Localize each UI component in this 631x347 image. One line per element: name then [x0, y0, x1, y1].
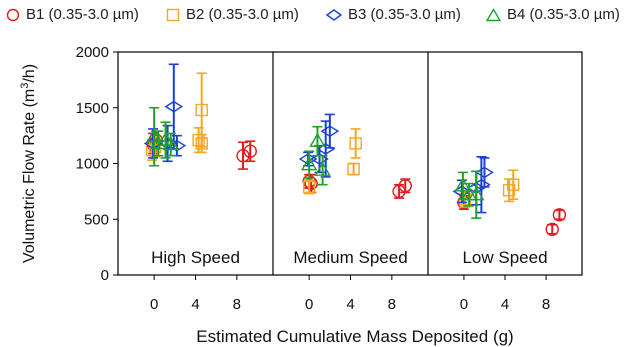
y-tick-label: 2000 [76, 44, 109, 61]
y-tick-label: 0 [101, 267, 109, 284]
data-point-b4 [468, 186, 485, 201]
data-point-b2 [347, 162, 360, 176]
x-tick-label: 4 [346, 296, 354, 313]
data-point-b2 [195, 103, 208, 117]
legend-label-b1: B1 (0.35-3.0 µm) [26, 6, 139, 23]
diamond-marker-icon [326, 8, 342, 21]
legend-item-b3: B3 (0.35-3.0 µm) [326, 6, 461, 23]
x-tick-label: 4 [501, 296, 509, 313]
data-point-b4 [162, 136, 179, 151]
x-tick-label: 0 [305, 296, 313, 313]
data-point-b4 [150, 135, 167, 150]
data-point-b1 [398, 179, 412, 193]
x-axis-label: Estimated Cumulative Mass Deposited (g) [196, 327, 513, 346]
data-point-b1 [243, 144, 257, 158]
x-tick-label: 8 [233, 296, 241, 313]
legend-item-b2: B2 (0.35-3.0 µm) [166, 6, 299, 23]
data-point-b3 [298, 153, 318, 165]
panel-title: High Speed [151, 248, 240, 267]
data-point-b3 [472, 178, 491, 191]
data-point-b2 [349, 137, 362, 150]
triangle-marker-icon [486, 7, 501, 21]
x-tick-label: 8 [542, 296, 550, 313]
data-point-b4 [314, 161, 331, 176]
square-marker-icon [166, 8, 180, 21]
x-tick-label: 8 [388, 296, 396, 313]
circle-marker-icon [6, 8, 20, 21]
panel-title: Low Speed [462, 248, 547, 267]
data-point-b4 [309, 132, 326, 147]
data-point-b1 [545, 222, 559, 236]
data-point-b3 [164, 100, 184, 113]
y-axis-label: Volumetric Flow Rate (m3/h) [19, 64, 38, 263]
y-axis-label-text: Volumetric Flow Rate (m [21, 89, 38, 263]
legend: B1 (0.35-3.0 µm) B2 (0.35-3.0 µm) B3 (0.… [0, 0, 631, 34]
data-point-b4 [300, 156, 318, 171]
panel-title: Medium Speed [293, 248, 407, 267]
data-point-b2 [195, 137, 208, 150]
data-point-b2 [302, 180, 316, 194]
data-point-b1 [236, 148, 250, 163]
data-point-b3 [143, 137, 163, 150]
legend-label-b3: B3 (0.35-3.0 µm) [348, 6, 461, 23]
legend-label-b4: B4 (0.35-3.0 µm) [507, 6, 620, 23]
y-tick-label: 1500 [76, 100, 109, 117]
x-tick-label: 0 [460, 296, 468, 313]
legend-item-b4: B4 (0.35-3.0 µm) [486, 6, 620, 23]
y-axis-label-superscript: 3 [19, 83, 31, 89]
y-tick-label: 500 [84, 211, 109, 228]
data-point-b4 [454, 177, 472, 192]
data-point-b3 [475, 166, 494, 179]
y-axis-label-unit: /h) [21, 64, 38, 83]
data-point-b1 [552, 208, 567, 222]
x-tick-label: 0 [150, 296, 158, 313]
data-point-b3 [320, 125, 340, 137]
legend-item-b1: B1 (0.35-3.0 µm) [6, 6, 139, 23]
legend-label-b2: B2 (0.35-3.0 µm) [186, 6, 299, 23]
y-tick-label: 1000 [76, 156, 109, 173]
data-point-b2 [507, 178, 520, 191]
x-tick-label: 4 [191, 296, 199, 313]
